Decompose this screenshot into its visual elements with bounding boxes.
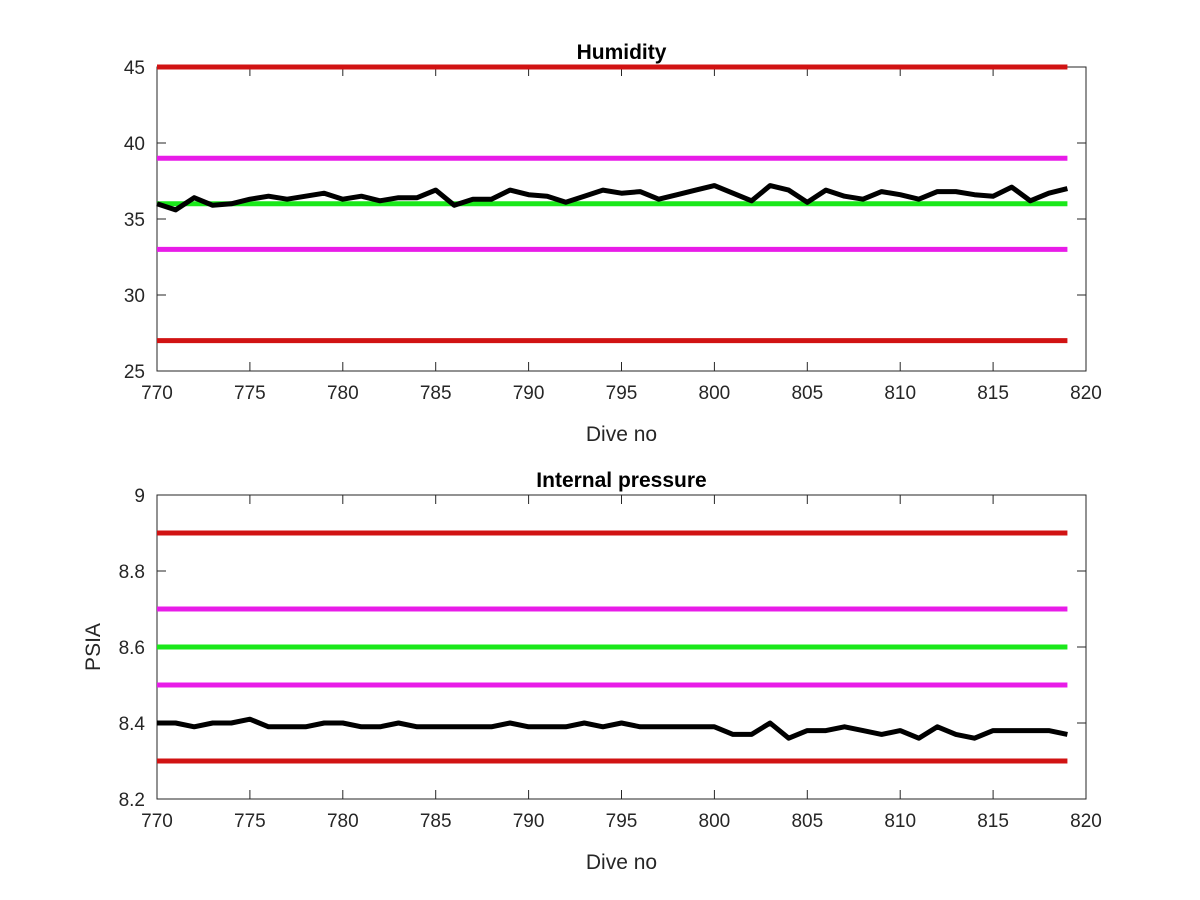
x-tick-label: 805 [791,811,823,832]
y-tick-label: 35 [124,210,145,231]
y-tick-label: 9 [134,486,145,507]
y-axis-label: PSIA [82,623,105,671]
y-tick-label: 25 [124,362,145,383]
x-tick-label: 775 [234,383,266,404]
x-tick-label: 810 [884,383,916,404]
y-tick-label: 30 [124,286,145,307]
x-tick-label: 820 [1070,811,1102,832]
y-tick-label: 40 [124,134,145,155]
x-tick-label: 790 [513,811,545,832]
y-tick-label: 8.2 [119,790,145,811]
x-tick-label: 810 [884,811,916,832]
y-tick-label: 8.8 [119,562,145,583]
x-tick-label: 780 [327,383,359,404]
x-tick-label: 780 [327,811,359,832]
humidity-chart: 770 775 780 785 790 795 800 805 810 815 820 25 30 35 4… [124,41,1102,446]
x-tick-label: 820 [1070,383,1102,404]
x-tick-label: 770 [141,811,173,832]
x-tick-label: 770 [141,383,173,404]
y-tick-label: 45 [124,58,145,79]
chart-title: Humidity [577,41,667,64]
x-axis-label: Dive no [586,851,657,874]
x-tick-label: 785 [420,383,452,404]
y-tick-label: 8.4 [119,714,146,735]
y-tick-label: 8.6 [119,638,145,659]
internal-pressure-chart: 770 775 780 785 790 795 800 805 810 815 820 8.2 8.4 8… [82,469,1102,874]
x-tick-label: 795 [606,383,638,404]
x-tick-label: 805 [791,383,823,404]
x-tick-label: 790 [513,383,545,404]
x-tick-label: 775 [234,811,266,832]
x-tick-label: 785 [420,811,452,832]
axes-box [156,66,1087,372]
data-series-line [156,183,1069,213]
x-tick-label: 800 [699,811,731,832]
x-tick-label: 800 [699,383,731,404]
x-tick-label: 795 [606,811,638,832]
x-axis-label: Dive no [586,423,657,446]
x-tick-label: 815 [977,383,1009,404]
data-series-line [157,716,1068,741]
x-tick-label: 815 [977,811,1009,832]
chart-title: Internal pressure [536,469,706,492]
